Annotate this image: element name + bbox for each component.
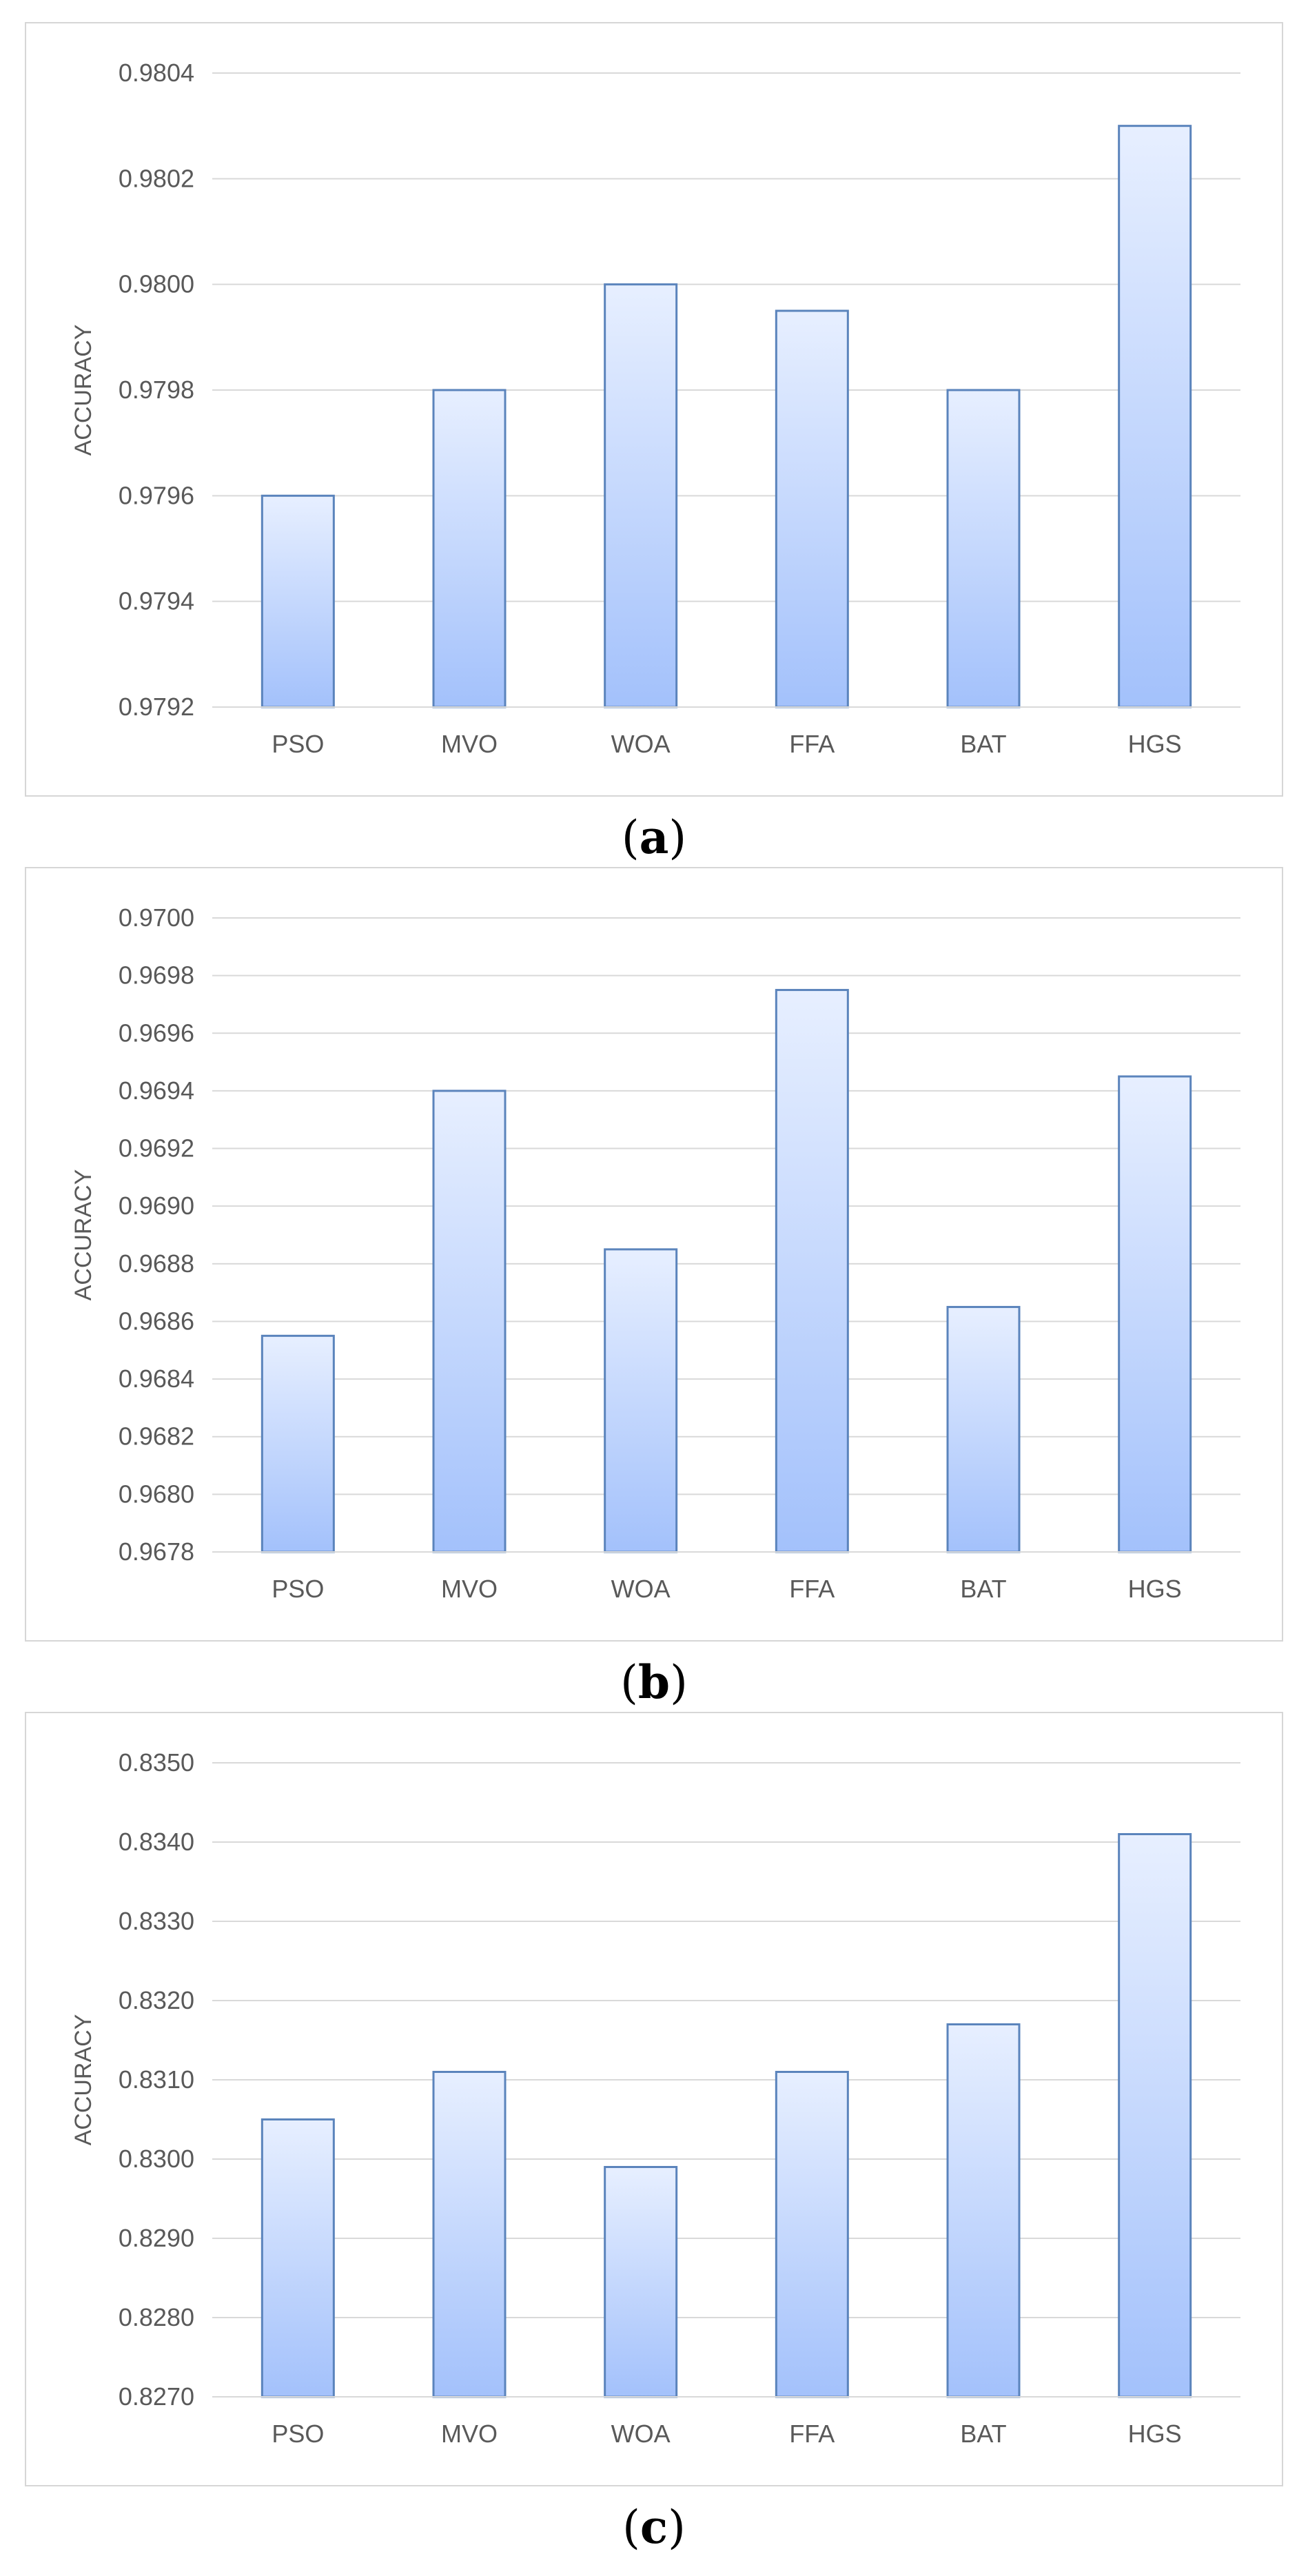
y-tick-label: 0.8320 [119, 1986, 194, 2014]
bar-pso [260, 2118, 335, 2398]
x-tick-label-mvo: MVO [441, 2420, 498, 2448]
x-tick-label-pso: PSO [272, 2420, 324, 2448]
bar-bat [946, 2023, 1021, 2398]
x-tick-label-mvo: MVO [441, 730, 498, 758]
y-tick-labels-c: 0.8270 0.8280 0.8290 0.8300 0.8310 0.8320 0.83… [119, 1748, 194, 2411]
x-tick-labels-b: PSO MVO WOA FFA BAT HGS [272, 1575, 1181, 1603]
x-tick-label-pso: PSO [272, 730, 324, 758]
y-tick-label: 0.9798 [119, 376, 194, 404]
y-tick-label: 0.8350 [119, 1748, 194, 1777]
y-tick-label: 0.9690 [119, 1192, 194, 1220]
y-tick-label: 0.9696 [119, 1019, 194, 1047]
bar-chart-c: 0.8270 0.8280 0.8290 0.8300 0.8310 0.8320 0.83… [70, 1748, 1240, 2448]
y-tick-label: 0.9688 [119, 1249, 194, 1278]
caption-letter-b: b [637, 1655, 671, 1709]
x-tick-label-hgs: HGS [1128, 1575, 1182, 1603]
y-tick-label: 0.9694 [119, 1076, 194, 1105]
x-tick-label-pso: PSO [272, 1575, 324, 1603]
caption-a: (a) [621, 810, 687, 864]
caption-b: (b) [620, 1655, 688, 1709]
y-tick-label: 0.9686 [119, 1307, 194, 1335]
chart-panel-c: 0.8270 0.8280 0.8290 0.8300 0.8310 0.8320 0.83… [25, 1712, 1283, 2561]
bar-mvo [432, 2071, 507, 2398]
y-tick-label: 0.9792 [119, 693, 194, 721]
chart-panel-b: 0.9678 0.9680 0.9682 0.9684 0.9686 0.9688 0.96… [25, 867, 1283, 1716]
y-tick-label: 0.9698 [119, 961, 194, 990]
x-tick-label-woa: WOA [611, 730, 671, 758]
x-tick-label-ffa: FFA [789, 2420, 835, 2448]
bar-hgs [1118, 1075, 1192, 1553]
bar-hgs [1118, 125, 1192, 708]
bar-chart-a: 0.9792 0.9794 0.9796 0.9798 0.9800 0.9802 0.98… [70, 59, 1240, 758]
y-axis-label: ACCURACY [70, 325, 96, 456]
y-axis-label: ACCURACY [70, 1169, 96, 1301]
gridlines-c [212, 1762, 1240, 2398]
caption-letter-a: a [639, 810, 669, 864]
bar-ffa [775, 989, 849, 1553]
x-tick-label-hgs: HGS [1128, 730, 1182, 758]
bar-chart-b: 0.9678 0.9680 0.9682 0.9684 0.9686 0.9688 0.96… [70, 903, 1240, 1603]
bar-mvo [432, 389, 507, 708]
y-tick-label: 0.8330 [119, 1907, 194, 1935]
y-tick-label: 0.8280 [119, 2303, 194, 2331]
bar-hgs [1118, 1833, 1192, 2398]
gridlines-a [212, 72, 1240, 708]
bar-pso [260, 1334, 335, 1553]
y-tick-label: 0.8310 [119, 2065, 194, 2094]
bar-ffa [775, 309, 849, 708]
y-tick-label: 0.8300 [119, 2145, 194, 2173]
y-tick-label: 0.9804 [119, 59, 194, 87]
x-tick-label-bat: BAT [960, 1575, 1006, 1603]
x-tick-label-woa: WOA [611, 1575, 671, 1603]
caption-letter-c: c [640, 2500, 668, 2554]
x-tick-labels-a: PSO MVO WOA FFA BAT HGS [272, 730, 1181, 758]
x-tick-label-hgs: HGS [1128, 2420, 1182, 2448]
x-tick-labels-c: PSO MVO WOA FFA BAT HGS [272, 2420, 1181, 2448]
bar-woa [604, 2166, 678, 2398]
y-tick-label: 0.9692 [119, 1134, 194, 1163]
bars-c [260, 1833, 1192, 2398]
y-tick-label: 0.9682 [119, 1422, 194, 1451]
y-tick-labels-a: 0.9792 0.9794 0.9796 0.9798 0.9800 0.9802 0.98… [119, 59, 194, 721]
y-tick-label: 0.9802 [119, 164, 194, 192]
bars-b [260, 989, 1192, 1553]
y-tick-label: 0.9678 [119, 1537, 194, 1566]
chart-frame-b: 0.9678 0.9680 0.9682 0.9684 0.9686 0.9688 0.96… [25, 867, 1283, 1642]
bar-bat [946, 389, 1021, 708]
y-tick-label: 0.9794 [119, 587, 194, 615]
x-tick-label-ffa: FFA [789, 730, 835, 758]
x-tick-label-woa: WOA [611, 2420, 671, 2448]
bar-mvo [432, 1090, 507, 1553]
y-axis-label: ACCURACY [70, 2014, 96, 2146]
chart-frame-c: 0.8270 0.8280 0.8290 0.8300 0.8310 0.8320 0.83… [25, 1712, 1283, 2486]
y-tick-label: 0.8290 [119, 2224, 194, 2252]
x-tick-label-bat: BAT [960, 2420, 1006, 2448]
bars-a [260, 125, 1192, 708]
chart-panel-a: 0.9792 0.9794 0.9796 0.9798 0.9800 0.9802 0.98… [25, 22, 1283, 871]
bar-ffa [775, 2071, 849, 2398]
caption-c: (c) [622, 2500, 686, 2554]
y-tick-label: 0.9800 [119, 270, 194, 298]
bar-bat [946, 1306, 1021, 1553]
y-tick-label: 0.9684 [119, 1364, 194, 1393]
y-tick-label: 0.8270 [119, 2382, 194, 2411]
y-tick-label: 0.9700 [119, 903, 194, 932]
y-tick-label: 0.9680 [119, 1480, 194, 1508]
y-tick-label: 0.9796 [119, 481, 194, 509]
y-tick-label: 0.8340 [119, 1828, 194, 1856]
y-tick-labels-b: 0.9678 0.9680 0.9682 0.9684 0.9686 0.9688 0.96… [119, 903, 194, 1566]
bar-woa [604, 283, 678, 708]
chart-frame-a: 0.9792 0.9794 0.9796 0.9798 0.9800 0.9802 0.98… [25, 22, 1283, 797]
bar-woa [604, 1248, 678, 1553]
bar-pso [260, 494, 335, 708]
gridlines-b [212, 917, 1240, 1553]
x-tick-label-mvo: MVO [441, 1575, 498, 1603]
x-tick-label-bat: BAT [960, 730, 1006, 758]
x-tick-label-ffa: FFA [789, 1575, 835, 1603]
